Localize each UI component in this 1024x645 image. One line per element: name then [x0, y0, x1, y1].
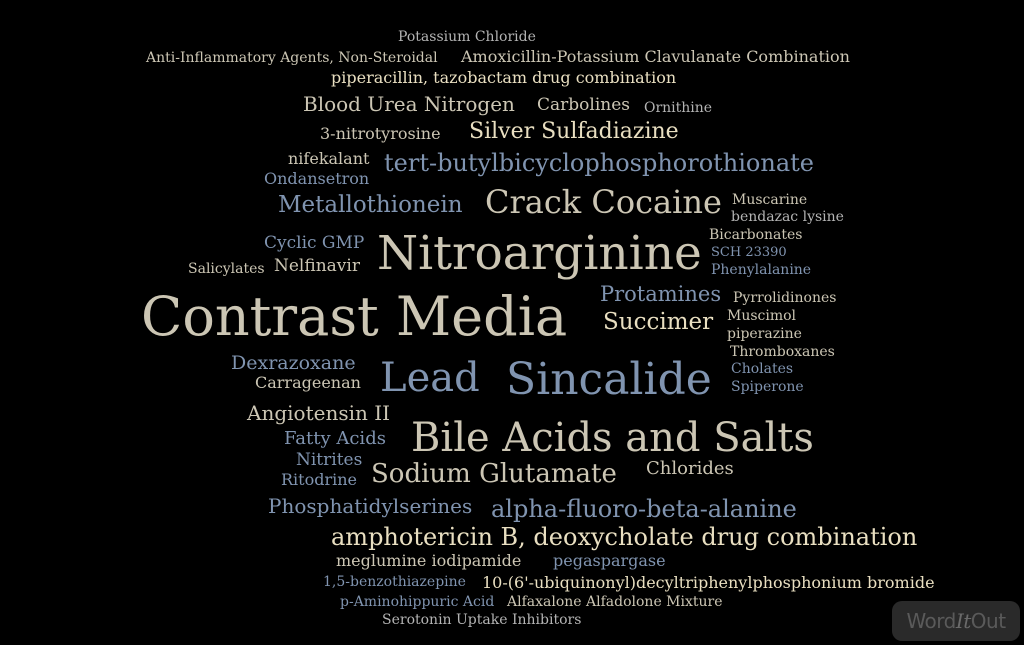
word: Cyclic GMP [264, 233, 365, 253]
word: alpha-fluoro-beta-alanine [491, 495, 797, 523]
word: Ondansetron [264, 169, 370, 188]
word: Chlorides [646, 458, 734, 479]
word: p-Aminohippuric Acid [340, 594, 495, 610]
word: Fatty Acids [284, 428, 386, 449]
word: Metallothionein [278, 192, 463, 218]
word: 3-nitrotyrosine [320, 124, 441, 143]
word: Silver Sulfadiazine [469, 119, 679, 144]
word: Nitroarginine [377, 226, 702, 281]
word: Bile Acids and Salts [411, 415, 814, 461]
logo-text-it: It [955, 609, 971, 633]
word: piperazine [727, 326, 802, 342]
word: Protamines [600, 282, 722, 306]
word: Thromboxanes [730, 344, 835, 360]
word: Carbolines [537, 95, 630, 115]
word: Anti-Inflammatory Agents, Non-Steroidal [146, 50, 438, 66]
word: Succimer [603, 309, 714, 335]
word: Sodium Glutamate [371, 459, 617, 489]
wordit-out-logo: Word It Out [892, 601, 1020, 641]
word: Angiotensin II [247, 401, 391, 425]
word: Nelfinavir [274, 256, 360, 276]
logo-text-word: Word [906, 609, 956, 633]
word: Sincalide [506, 354, 712, 405]
word: Blood Urea Nitrogen [303, 92, 515, 116]
word: pegaspargase [553, 551, 666, 570]
word: Muscimol [727, 308, 797, 324]
word: Alfaxalone Alfadolone Mixture [507, 594, 723, 610]
word: meglumine iodipamide [336, 551, 522, 570]
word: Pyrrolidinones [733, 290, 837, 306]
word: Salicylates [188, 261, 265, 277]
word: bendazac lysine [731, 209, 844, 225]
word: 1,5-benzothiazepine [323, 574, 466, 590]
word: piperacillin, tazobactam drug combinatio… [331, 68, 677, 87]
word: Carrageenan [255, 373, 361, 392]
word: Contrast Media [141, 285, 568, 348]
word: Dexrazoxane [231, 352, 356, 374]
word: amphotericin B, deoxycholate drug combin… [331, 523, 918, 551]
word: Ritodrine [281, 470, 358, 489]
word: Cholates [731, 361, 794, 377]
word: Phosphatidylserines [268, 494, 473, 518]
word: Phenylalanine [711, 262, 812, 278]
word: 10-(6'-ubiquinonyl)decyltriphenylphospho… [482, 573, 935, 592]
word: Crack Cocaine [485, 183, 722, 221]
word: nifekalant [288, 149, 370, 168]
word: Lead [380, 355, 480, 401]
logo-text-out: Out [970, 609, 1006, 633]
word: tert-butylbicyclophosphorothionate [384, 149, 814, 177]
word: Muscarine [732, 192, 808, 208]
word: Serotonin Uptake Inhibitors [382, 612, 582, 628]
word: SCH 23390 [711, 245, 787, 260]
word: Nitrites [296, 450, 363, 470]
word: Spiperone [731, 379, 804, 395]
word: Amoxicillin-Potassium Clavulanate Combin… [461, 47, 850, 66]
word: Potassium Chloride [398, 29, 536, 45]
word: Ornithine [644, 100, 713, 116]
word: Bicarbonates [709, 227, 803, 243]
